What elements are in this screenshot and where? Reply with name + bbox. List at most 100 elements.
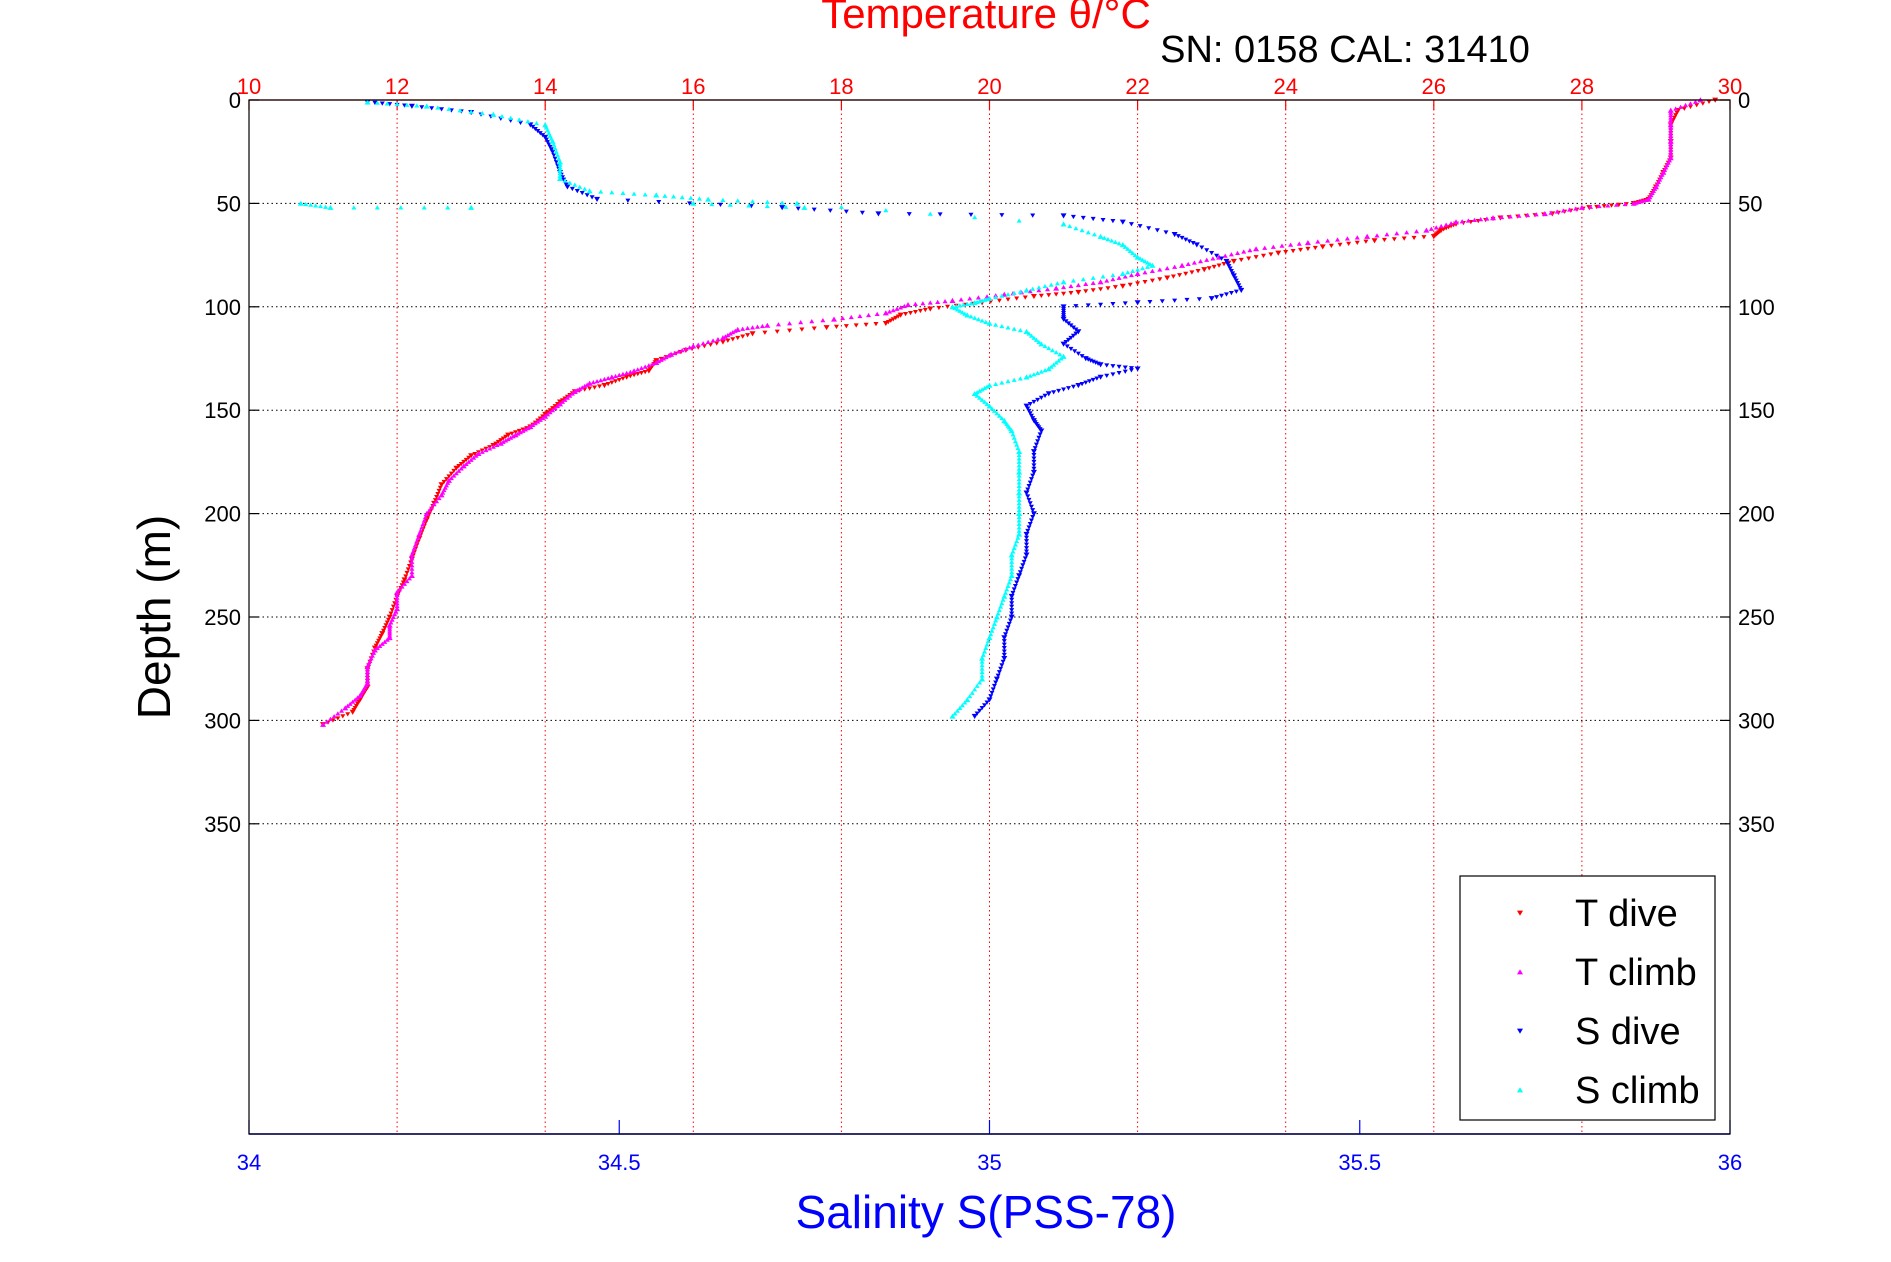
data-point <box>1058 356 1064 361</box>
data-point <box>1423 227 1430 233</box>
data-point <box>631 368 638 374</box>
data-point <box>979 673 985 678</box>
data-point <box>1015 577 1021 582</box>
data-point <box>345 712 351 717</box>
data-point <box>419 525 425 530</box>
data-point <box>883 208 889 213</box>
data-point <box>537 131 543 136</box>
data-point <box>594 196 601 202</box>
data-point <box>979 318 985 323</box>
data-point <box>385 617 391 623</box>
data-point <box>1042 393 1048 398</box>
data-point <box>1028 504 1034 509</box>
data-point <box>1149 262 1156 268</box>
data-point <box>349 709 356 715</box>
data-point <box>1011 326 1017 331</box>
data-point <box>357 692 364 698</box>
data-point <box>534 120 540 126</box>
data-point <box>653 192 660 198</box>
data-point <box>620 371 626 377</box>
data-point <box>954 708 960 713</box>
data-point <box>732 328 738 333</box>
data-point <box>1011 377 1017 382</box>
data-point <box>1025 494 1031 499</box>
data-point <box>658 357 664 362</box>
data-point <box>1030 469 1037 475</box>
data-point <box>557 175 564 181</box>
data-point <box>1036 285 1042 290</box>
data-point <box>1573 206 1579 211</box>
data-point <box>1692 99 1698 104</box>
data-point <box>982 399 988 404</box>
data-point <box>1116 241 1122 246</box>
data-point <box>969 690 975 695</box>
data-point <box>1122 301 1128 306</box>
data-point <box>445 205 451 210</box>
data-point <box>468 109 474 114</box>
data-point <box>991 683 997 689</box>
data-point <box>663 354 669 360</box>
data-point <box>1448 221 1454 226</box>
data-point <box>364 667 370 672</box>
data-point <box>448 471 454 476</box>
data-point <box>759 323 765 329</box>
data-point <box>662 193 668 198</box>
data-point <box>1214 295 1220 300</box>
data-point <box>1075 329 1082 335</box>
data-point <box>1021 559 1027 565</box>
data-point <box>991 621 997 626</box>
data-point <box>838 204 844 209</box>
data-point <box>986 634 993 641</box>
data-point <box>1238 287 1245 293</box>
data-point <box>1016 525 1022 530</box>
data-point <box>1079 228 1085 233</box>
data-point <box>994 411 1000 416</box>
data-point <box>479 110 485 116</box>
data-point <box>422 514 428 520</box>
data-point <box>982 649 988 654</box>
data-point <box>1012 542 1018 547</box>
data-point <box>1045 286 1051 292</box>
data-point <box>974 393 980 398</box>
data-point <box>679 194 685 200</box>
data-point <box>990 625 996 630</box>
data-point <box>1667 107 1674 113</box>
data-point <box>404 570 410 576</box>
data-point <box>557 170 563 176</box>
data-point <box>1135 281 1141 286</box>
data-point <box>389 608 395 613</box>
data-point <box>1083 281 1089 287</box>
data-point <box>620 190 626 196</box>
data-point <box>1016 487 1022 492</box>
data-point <box>1090 280 1096 286</box>
data-point <box>1465 218 1471 223</box>
data-point <box>1016 510 1023 516</box>
data-point <box>961 302 967 307</box>
data-point <box>1035 397 1041 403</box>
data-point <box>959 702 965 708</box>
depth-tick-label-right: 100 <box>1738 295 1775 320</box>
data-point <box>532 126 538 132</box>
data-point <box>1072 349 1078 354</box>
data-point <box>1185 261 1191 267</box>
data-point <box>725 338 731 343</box>
data-point <box>1238 257 1244 263</box>
data-point <box>1008 428 1015 434</box>
data-point <box>1031 399 1037 405</box>
data-point <box>335 711 341 716</box>
data-point <box>935 299 941 304</box>
data-point <box>562 397 568 402</box>
data-point <box>1130 250 1136 256</box>
data-point <box>1035 370 1041 375</box>
data-point <box>592 385 598 390</box>
data-point <box>1009 563 1015 568</box>
temperature-tick-label: 30 <box>1718 74 1742 99</box>
data-point <box>1227 266 1233 271</box>
data-point <box>456 468 462 473</box>
data-point <box>552 156 558 161</box>
data-point <box>598 189 604 194</box>
data-point <box>735 335 741 341</box>
salinity-tick-label: 34.5 <box>598 1150 641 1175</box>
data-point <box>1016 448 1023 454</box>
